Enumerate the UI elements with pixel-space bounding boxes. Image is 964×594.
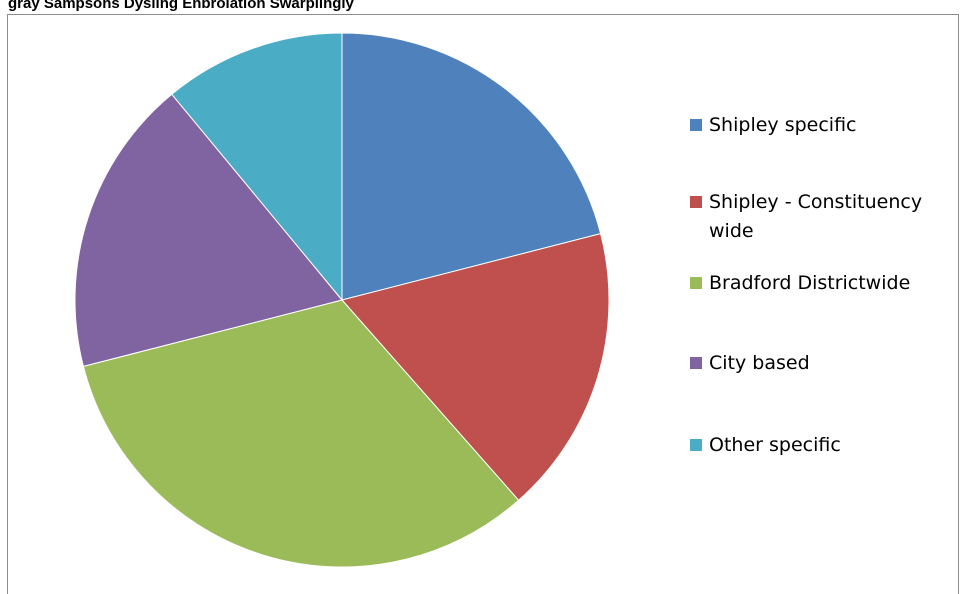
legend-swatch: [690, 196, 702, 208]
legend-item-other-specific: Other specific: [690, 431, 949, 460]
pie-slice-city-based: [74, 93, 343, 368]
pie-slice-bradford-districtwide: [82, 299, 520, 568]
pie-slice-other-specific: [171, 32, 343, 302]
legend-label: City based: [709, 352, 810, 374]
legend-swatch: [690, 119, 702, 131]
legend-item-bradford-districtwide: Bradford Districtwide: [690, 269, 949, 298]
legend-swatch: [690, 439, 702, 451]
legend-label: Shipley - Constituency wide: [709, 191, 923, 242]
pie-slice-shipley-specific: [341, 32, 602, 301]
page-title: gray Sampsons Dysling Enbrolation Swarpl…: [8, 0, 354, 12]
legend-label: Other specific: [709, 434, 841, 456]
legend-swatch: [690, 357, 702, 369]
legend-item-shipley-constituency-wide: Shipley - Constituency wide: [690, 188, 949, 246]
pie-slice-shipley-constituency-wide: [341, 232, 610, 501]
legend-item-city-based: City based: [690, 349, 949, 378]
legend-swatch: [690, 277, 702, 289]
legend-label: Bradford Districtwide: [709, 272, 911, 294]
legend-label: Shipley specific: [709, 114, 857, 136]
legend-item-shipley-specific: Shipley specific: [690, 111, 949, 140]
